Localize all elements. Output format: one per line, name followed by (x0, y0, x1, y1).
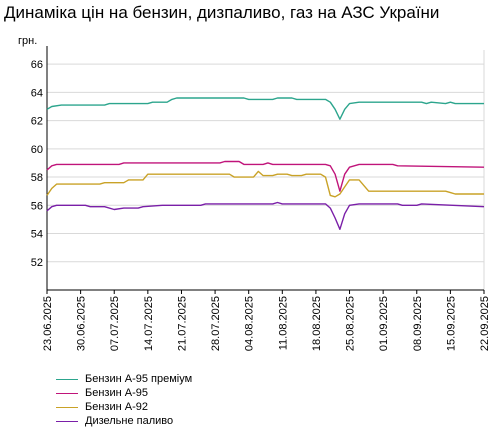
y-tick-label: 64 (31, 87, 43, 99)
y-tick-label: 58 (31, 172, 43, 184)
line-chart: 52 54 56 58 60 62 64 66 23.06.2025 30.06.2025 07.0… (18, 35, 490, 351)
y-axis-label: грн. (18, 35, 37, 47)
legend-swatch (56, 406, 78, 408)
chart-title: Динаміка цін на бензин, дизпаливо, газ н… (4, 3, 440, 22)
legend-label: Дизельне паливо (85, 415, 174, 427)
legend-item: Дизельне паливо (56, 414, 192, 428)
x-tick-label: 08.09.2025 (412, 296, 424, 351)
series-lines (46, 97, 485, 231)
x-tick-label: 11.08.2025 (277, 296, 289, 350)
legend-label: Бензин А-95 преміум (85, 373, 193, 385)
legend: Бензин А-95 преміум Бензин А-95 Бензин А… (56, 372, 192, 428)
x-tick-label: 04.08.2025 (244, 296, 256, 351)
x-tick-label: 14.07.2025 (143, 296, 155, 351)
series-line-4 (46, 201, 485, 231)
y-tick-label: 56 (31, 200, 43, 212)
x-tick-label: 22.09.2025 (479, 296, 490, 351)
series-line-2 (46, 160, 485, 192)
legend-item: Бензин А-95 (56, 386, 192, 400)
legend-item: Бензин А-95 преміум (56, 372, 192, 386)
x-tick-label: 01.09.2025 (378, 296, 390, 351)
x-tick-label: 28.07.2025 (210, 296, 222, 351)
x-tick-label: 18.08.2025 (311, 296, 323, 351)
legend-swatch (56, 420, 78, 422)
series-line-1 (46, 97, 484, 120)
x-tick-label: 25.08.2025 (345, 296, 357, 351)
y-tick-label: 60 (31, 144, 43, 156)
x-tick-label: 23.06.2025 (42, 296, 54, 351)
y-tick-label: 62 (31, 116, 43, 128)
x-tick-label: 07.07.2025 (109, 296, 121, 351)
legend-label: Бензин А-95 (85, 387, 148, 399)
gridlines (47, 50, 485, 290)
axes: 52 54 56 58 60 62 64 66 23.06.2025 30.06.2025 07.0… (31, 46, 490, 351)
x-tick-label: 30.06.2025 (76, 296, 88, 351)
y-tick-label: 52 (31, 257, 43, 269)
legend-swatch (56, 392, 78, 394)
x-tick-label: 21.07.2025 (176, 296, 188, 351)
y-tick-label: 54 (31, 229, 43, 241)
legend-swatch (56, 378, 78, 380)
series-line-3 (46, 170, 484, 198)
legend-label: Бензин А-92 (85, 401, 148, 413)
y-tick-label: 66 (31, 59, 43, 71)
x-tick-label: 15.09.2025 (445, 296, 457, 351)
legend-item: Бензин А-92 (56, 400, 192, 414)
